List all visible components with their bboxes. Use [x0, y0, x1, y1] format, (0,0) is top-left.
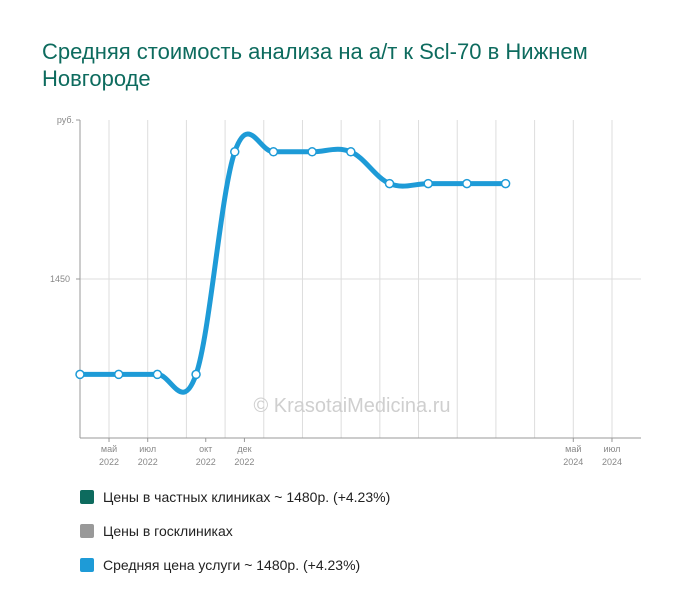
data-point [384, 178, 395, 189]
legend-swatch-average [80, 558, 94, 572]
y-tick-label: 1450 [50, 274, 70, 284]
x-tick-label-month: дек [237, 444, 251, 454]
series-line [77, 131, 509, 395]
legend-swatch-private [80, 490, 94, 504]
legend-label-average: Средняя цена услуги ~ 1480р. (+4.23%) [103, 557, 361, 573]
x-tick-label-month: май [101, 444, 117, 454]
x-tick-label-year: 2022 [99, 457, 119, 467]
data-point [152, 369, 163, 380]
data-point [230, 147, 240, 157]
legend-item-average[interactable]: Средняя цена услуги ~ 1480р. (+4.23%) [80, 556, 390, 574]
data-point [500, 178, 511, 189]
data-point [113, 369, 124, 380]
x-tick-label-month: окт [199, 444, 212, 454]
y-unit-label: руб. [57, 115, 74, 125]
data-point [191, 369, 201, 380]
legend-label-private: Цены в частных клиниках ~ 1480р. (+4.23%… [103, 489, 391, 505]
data-point [307, 147, 317, 157]
x-tick-label-year: 2024 [602, 457, 622, 467]
x-tick-label-year: 2022 [234, 457, 254, 467]
data-point [423, 178, 433, 189]
grid-lines [80, 120, 641, 438]
watermark: © KrasotaiMedicina.ru [253, 395, 450, 417]
legend-item-private[interactable]: Цены в частных клиниках ~ 1480р. (+4.23%… [80, 488, 390, 506]
line-chart: © KrasotaiMedicina.ru 1450 руб. май 2022 июл… [50, 115, 641, 467]
data-point [268, 147, 279, 157]
x-tick-label-month: май [565, 444, 581, 454]
x-tick-label-month: июл [604, 444, 621, 454]
tick-labels: 1450 руб. май 2022 июл 2022 окт 2022 дек 2022 май 2… [50, 115, 622, 467]
legend-label-state: Цены в госклиниках [103, 523, 233, 539]
x-tick-label-year: 2024 [563, 457, 583, 467]
series-layer [75, 131, 511, 395]
legend-swatch-state [80, 524, 94, 538]
legend: Цены в частных клиниках ~ 1480р. (+4.23%… [80, 488, 390, 590]
x-tick-label-year: 2022 [196, 457, 216, 467]
legend-item-state[interactable]: Цены в госклиниках [80, 522, 390, 540]
x-tick-label-year: 2022 [138, 457, 158, 467]
data-point [462, 178, 472, 189]
axes [76, 119, 641, 442]
chart-title: Средняя стоимость анализа на а/т к Scl-7… [42, 39, 588, 91]
data-point [75, 369, 85, 380]
x-tick-label-month: июл [139, 444, 156, 454]
data-point [346, 147, 356, 157]
